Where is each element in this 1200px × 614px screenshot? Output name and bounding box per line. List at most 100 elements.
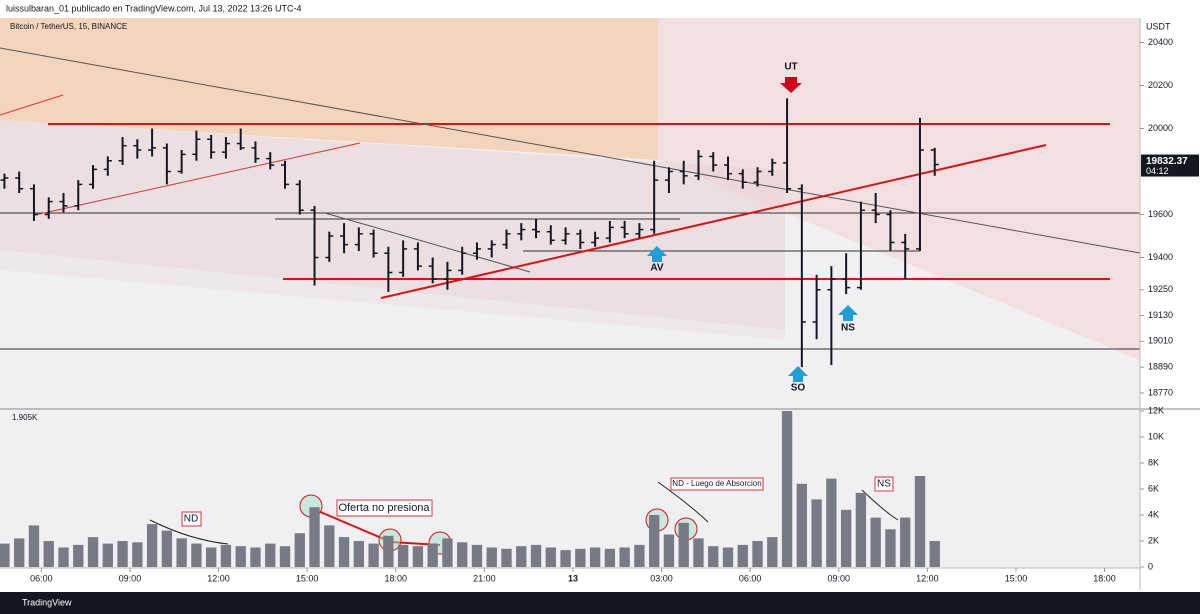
annotation-box xyxy=(670,477,764,491)
volume-bar xyxy=(589,547,601,567)
volume-bar xyxy=(397,544,409,567)
volume-bar xyxy=(102,543,113,567)
volume-bar xyxy=(486,547,497,567)
shaded-zone xyxy=(658,18,1140,360)
y-tick-label: 19010 xyxy=(1148,336,1173,346)
volume-bar xyxy=(737,544,748,567)
volume-bar xyxy=(368,543,379,567)
volume-bar xyxy=(220,544,232,567)
annotation: SO xyxy=(791,383,806,394)
x-tick-label: 12:00 xyxy=(916,573,939,583)
volume-bar xyxy=(501,548,512,567)
volume-bar xyxy=(176,538,187,567)
up-arrow xyxy=(788,366,808,382)
x-tick-label: 18:00 xyxy=(1093,573,1116,583)
y-tick-label: 10K xyxy=(1148,431,1164,441)
volume-bar xyxy=(117,541,128,567)
volume-bar xyxy=(353,541,365,567)
volume-bar xyxy=(840,509,852,567)
y-tick-label: 19130 xyxy=(1148,310,1173,320)
x-tick-label: 15:00 xyxy=(1005,573,1028,583)
volume-bar xyxy=(767,537,778,567)
volume-bar xyxy=(14,538,25,567)
x-tick-label: 12:00 xyxy=(207,573,230,583)
volume-bar xyxy=(663,534,675,567)
countdown: 04:12 xyxy=(1146,166,1169,176)
volume-bar xyxy=(826,478,837,567)
y-tick-label: 8K xyxy=(1148,457,1159,467)
x-tick-label: 03:00 xyxy=(650,573,673,583)
volume-bar xyxy=(28,525,40,567)
last-price-box xyxy=(1141,154,1199,177)
volume-bar xyxy=(383,535,394,567)
volume-bar xyxy=(678,522,689,567)
volume-bar xyxy=(900,517,911,567)
x-tick-label: 18:00 xyxy=(384,573,407,583)
volume-bar xyxy=(235,546,246,567)
volume-bar xyxy=(885,529,896,567)
y-tick-label: 18770 xyxy=(1148,387,1173,397)
volume-bar xyxy=(146,524,158,567)
trend-line xyxy=(34,142,361,216)
annotation: UT xyxy=(784,62,797,73)
x-tick-label: 06:00 xyxy=(30,573,53,583)
annotation-box xyxy=(181,511,202,527)
up-arrow xyxy=(647,246,667,262)
annotation: AV xyxy=(650,263,663,274)
volume-bar xyxy=(796,483,808,567)
volume-bar xyxy=(914,476,926,567)
volume-bar xyxy=(929,541,940,567)
volume-bar xyxy=(0,543,10,567)
annotation: Oferta no presiona xyxy=(338,502,430,514)
volume-bar xyxy=(442,538,453,567)
volume-bar xyxy=(575,548,586,567)
up-arrow xyxy=(838,305,858,321)
volume-bar xyxy=(309,507,320,567)
x-tick-label: 13 xyxy=(568,573,578,583)
volume-bar xyxy=(161,530,173,567)
volume-value: 1.905K xyxy=(12,413,38,422)
volume-bar xyxy=(722,547,734,567)
volume-bar xyxy=(560,550,571,567)
y-tick-label: 20400 xyxy=(1148,37,1173,47)
publisher: luissulbaran_01 publicado en TradingView… xyxy=(6,3,302,13)
volume-bar xyxy=(58,547,69,567)
volume-bar xyxy=(471,544,483,567)
price-unit: USDT xyxy=(1146,21,1171,31)
x-tick-label: 15:00 xyxy=(296,573,319,583)
annotation: ND xyxy=(184,514,198,525)
curve xyxy=(657,481,709,523)
volume-bar xyxy=(412,546,424,567)
trend-line xyxy=(0,47,1141,254)
volume-bar xyxy=(649,515,660,567)
volume-bar xyxy=(693,538,704,567)
x-tick-label: 09:00 xyxy=(119,573,142,583)
volume-bar xyxy=(870,517,881,567)
volume-bar xyxy=(811,499,822,567)
annotation-box xyxy=(336,499,433,517)
y-tick-label: 19250 xyxy=(1148,284,1173,294)
y-tick-label: 2K xyxy=(1148,535,1159,545)
volume-bar xyxy=(250,547,261,567)
volume-bar xyxy=(324,525,335,567)
y-tick-label: 6K xyxy=(1148,483,1159,493)
volume-bar xyxy=(87,537,99,567)
volume-bar xyxy=(191,543,202,567)
volume-bar xyxy=(708,546,719,567)
volume-bar xyxy=(338,537,350,567)
volume-bar xyxy=(205,547,217,567)
volume-bar xyxy=(619,547,630,567)
last-price: 19832.37 xyxy=(1146,156,1188,167)
volume-bar xyxy=(855,492,867,567)
trend-line xyxy=(310,507,392,543)
volume-bar xyxy=(516,546,527,567)
volume-bar xyxy=(604,548,616,567)
x-tick-label: 06:00 xyxy=(739,573,762,583)
footer-brand: TradingView xyxy=(22,597,72,607)
y-tick-label: 18890 xyxy=(1148,362,1173,372)
annotation: ND - Luego de Absorcion xyxy=(672,479,761,488)
y-tick-label: 4K xyxy=(1148,509,1159,519)
volume-bar xyxy=(752,541,763,567)
y-tick-label: 19400 xyxy=(1148,252,1173,262)
